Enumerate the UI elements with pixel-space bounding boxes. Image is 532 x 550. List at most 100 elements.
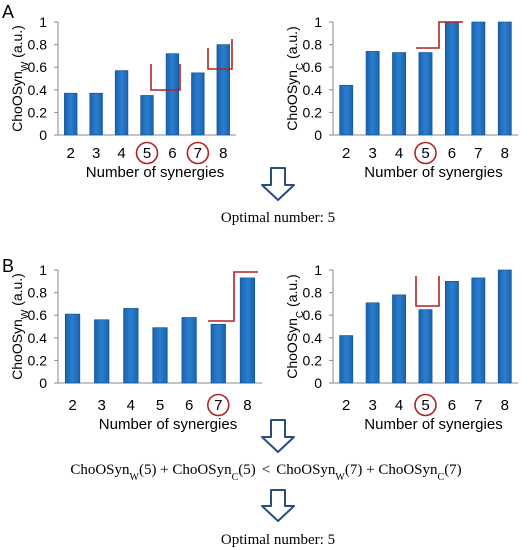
x-tick-label: 4: [117, 145, 125, 162]
bar: [471, 21, 486, 136]
step-b-right: [415, 276, 440, 307]
circled-category-marker: [135, 141, 159, 165]
formula: ChoOSynW(5) + ChoOSynC(5) < ChoOSynW(7) + …: [70, 462, 461, 483]
y-tick-label: 0.4: [28, 330, 48, 346]
x-tick-label: 5: [156, 397, 164, 414]
down-arrow-3: [261, 489, 295, 522]
x-axis-label: Number of synergies: [364, 416, 502, 433]
bar: [89, 92, 103, 136]
x-tick-label: 5: [421, 145, 429, 162]
y-tick-label: 0: [39, 127, 47, 143]
y-axis-label: ChoOSynC (a.u.): [284, 26, 306, 131]
x-tick-label: 3: [98, 397, 106, 414]
y-tick-label: 0: [314, 127, 322, 143]
bar: [94, 319, 110, 384]
y-axis-label: ChoOSynC (a.u.): [284, 274, 306, 379]
bar: [210, 323, 226, 384]
x-tick-label: 8: [501, 397, 509, 414]
circled-category-marker: [414, 141, 437, 165]
x-tick-label: 7: [474, 397, 482, 414]
x-tick-label: 6: [448, 145, 456, 162]
bar: [445, 280, 459, 384]
x-tick-label: 6: [448, 397, 456, 414]
y-tick-label: 0.8: [28, 285, 48, 301]
bar: [392, 294, 406, 384]
chart-b-left: 0 0.2 0.4 0.6 0.8 1 ChoOSynW (a.u.) 2 3 4 5 6 7 8 Numb…: [9, 262, 262, 433]
bar: [365, 302, 380, 384]
x-tick-label: 4: [127, 397, 135, 414]
y-tick-label: 0.6: [28, 307, 48, 323]
circled-category-marker: [206, 393, 230, 417]
bar: [165, 53, 180, 136]
optimal-number-a: Optimal number: 5: [221, 210, 335, 226]
y-tick-label: 0.4: [28, 82, 48, 98]
y-tick-label: 0.2: [28, 352, 48, 368]
y-tick-label: 1: [314, 262, 322, 278]
chart-a-left: 0 0.2 0.4 0.6 0.8 1 ChoOSynW (a.u.) 2 3 4 5 6 7 8 Numb…: [9, 14, 236, 181]
x-tick-label: 4: [395, 397, 403, 414]
x-tick-label: 7: [474, 145, 482, 162]
y-tick-label: 0.8: [303, 285, 323, 301]
bar: [64, 92, 78, 136]
y-tick-label: 0: [314, 375, 322, 391]
bar: [140, 95, 154, 136]
bar: [392, 52, 406, 136]
y-tick-label: 1: [314, 14, 322, 30]
down-arrow-2: [261, 419, 295, 453]
x-tick-label: 7: [214, 397, 222, 414]
bar: [64, 313, 81, 384]
y-tick-label: 1: [39, 262, 47, 278]
y-tick-label: 0.8: [303, 37, 323, 53]
x-tick-label: 3: [368, 145, 376, 162]
y-tick-label: 0.2: [28, 104, 48, 120]
x-tick-label: 6: [168, 145, 176, 162]
y-tick-label: 0.4: [303, 330, 323, 346]
chart-b-right: 0 0.2 0.4 0.6 0.8 1 ChoOSynC (a.u.) 2 3 4 5 6 7 8 Numb…: [284, 262, 518, 433]
y-tick-label: 1: [39, 14, 47, 30]
x-tick-label: 4: [395, 145, 403, 162]
bar: [216, 44, 230, 136]
x-axis-label: Number of synergies: [86, 164, 224, 181]
optimal-number-b: Optimal number: 5: [221, 532, 335, 548]
bar: [365, 51, 380, 136]
bar: [445, 21, 459, 136]
chart-a-right: 0 0.2 0.4 0.6 0.8 1 ChoOSynC (a.u.) 2 3 4 5 6 7 8 Numb…: [284, 14, 518, 181]
bar: [497, 21, 512, 136]
y-tick-label: 0.8: [28, 37, 48, 53]
x-tick-label: 5: [143, 145, 151, 162]
y-tick-label: 0.6: [303, 307, 323, 323]
y-tick-label: 0.4: [303, 82, 323, 98]
bar: [497, 269, 512, 384]
step-a-left-2: [207, 39, 233, 70]
panel-label-b: B: [2, 256, 14, 276]
circled-category-marker: [414, 393, 437, 417]
y-tick-label: 0.2: [303, 104, 323, 120]
x-tick-label: 2: [68, 397, 76, 414]
x-tick-label: 2: [67, 145, 75, 162]
bar: [152, 327, 168, 384]
x-tick-label: 3: [368, 397, 376, 414]
circled-category-marker: [186, 141, 210, 165]
bar: [181, 317, 197, 384]
x-tick-label: 3: [92, 145, 100, 162]
x-tick-label: 8: [501, 145, 509, 162]
y-tick-label: 0: [39, 375, 47, 391]
bar: [418, 309, 433, 384]
x-tick-label: 8: [219, 145, 227, 162]
y-axis-label: ChoOSynW (a.u.): [9, 273, 31, 380]
x-tick-label: 5: [421, 397, 429, 414]
y-tick-label: 0.6: [28, 59, 48, 75]
x-axis-label: Number of synergies: [99, 416, 237, 433]
bar: [123, 308, 139, 384]
bar: [339, 335, 354, 384]
x-tick-label: 7: [194, 145, 202, 162]
x-tick-label: 6: [185, 397, 193, 414]
bar: [471, 277, 486, 384]
bar: [418, 52, 433, 136]
y-tick-label: 0.2: [303, 352, 323, 368]
step-a-right: [416, 21, 463, 49]
step-b-left: [208, 271, 258, 322]
x-tick-label: 8: [243, 397, 251, 414]
y-tick-label: 0.6: [303, 59, 323, 75]
